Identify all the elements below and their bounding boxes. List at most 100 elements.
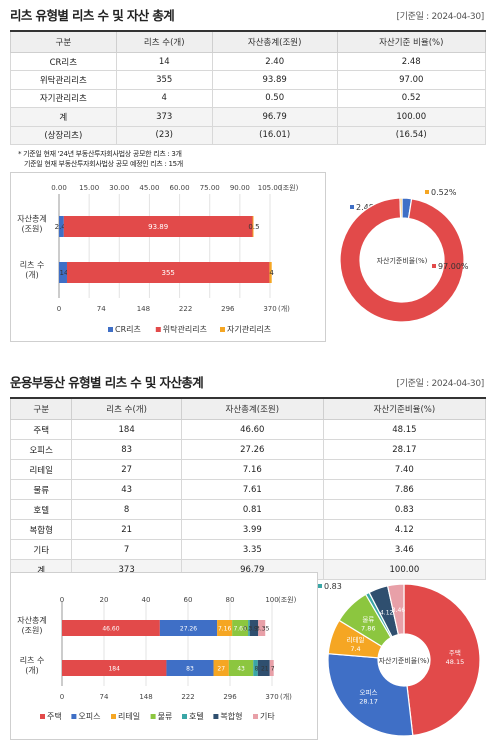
data-label: 7 (271, 666, 275, 673)
table-cell: 27.26 (180, 439, 324, 460)
bar-segment-주택 (62, 620, 160, 636)
bar-segment-위탁관리리츠 (66, 262, 270, 283)
legend-label: 복합형 (220, 712, 242, 721)
legend-swatch-자기관리리츠 (220, 327, 225, 332)
table-cell: 오피스 (9, 439, 73, 460)
legend-swatch-CR리츠 (108, 327, 113, 332)
note-line: * 기준일 현재 '24년 부동산투자회사법상 공모한 리츠 : 3개 (18, 150, 182, 158)
bar-segment-복합형 (249, 620, 259, 636)
table-cell: 0.83 (322, 499, 487, 520)
table-cell: 8 (71, 499, 182, 520)
slice-label: 3.46 (392, 607, 406, 614)
table-cell: 48.15 (322, 419, 487, 440)
table-cell: 기타 (9, 539, 73, 560)
data-label: 93.89 (148, 223, 168, 231)
chart1-bar-chart: 0.00 15.00 30.00 45.00 60.00 75.00 90.00 105.00… (17, 183, 298, 334)
table-cell: 복합형 (9, 519, 73, 540)
table-cell: (23) (115, 125, 213, 145)
category-label: (개) (25, 665, 39, 675)
donut-slice-오피스 (327, 653, 414, 737)
data-label: 27.26 (180, 626, 197, 633)
chart3-bar-chart: 0 20 40 60 80 100 (조원)0 74 148 222 296 370 (개)자산총계(조… (17, 595, 297, 721)
bar-segment-기타 (258, 620, 266, 636)
table-row: 오피스 83 27.26 28.17 (9, 439, 487, 460)
bar-segment-기타 (269, 660, 274, 676)
bar-segment-호텔 (248, 620, 250, 636)
table-row: CR리츠 14 2.40 2.48 (10, 51, 486, 72)
bottom-axis-tick-label: 222 (179, 305, 192, 313)
top-axis-tick-label: 80 (226, 596, 235, 604)
legend-swatch-오피스 (71, 714, 77, 719)
donut-slice-기타 (386, 583, 405, 636)
legend-label: 리테일 (118, 712, 140, 721)
legend-label: 물류 (158, 712, 173, 721)
table-cell: 355 (115, 70, 213, 90)
bottom-axis-tick-label: 222 (181, 693, 194, 701)
table-cell: (16.01) (211, 125, 338, 145)
slice-name: 주택 (449, 648, 461, 657)
table-cell: 호텔 (9, 499, 73, 520)
legend-label: 기타 (260, 712, 275, 721)
table-cell: 7.86 (322, 479, 487, 500)
table-cell: 자기관리리츠 (10, 88, 117, 109)
legend-label: 호텔 (189, 712, 204, 721)
top-axis-tick-label: 90.00 (230, 184, 250, 192)
category-label: (개) (25, 270, 39, 280)
col-header: 자산기준비율(%) (322, 397, 487, 420)
category-label: (조원) (22, 225, 43, 234)
top-axis-tick-label: 105.00 (258, 184, 283, 192)
table-cell: 100.00 (336, 107, 486, 127)
bar-segment-복합형 (257, 660, 270, 676)
top-axis-unit: (조원) (278, 595, 297, 604)
table-cell: 7 (71, 539, 182, 560)
table-cell: 46.60 (180, 419, 324, 440)
section1-title: 리츠 유형별 리츠 수 및 자산 총계 (10, 8, 175, 23)
slice-label: 28.17 (359, 698, 378, 706)
table-cell: 2.48 (336, 51, 486, 72)
legend-label: CR리츠 (115, 325, 141, 334)
table-cell: 83 (71, 439, 182, 460)
col-header: 자산총계(조원) (211, 30, 338, 53)
legend-swatch-물류 (150, 714, 156, 719)
bottom-axis-unit: (개) (280, 692, 292, 701)
table-cell: 7.16 (180, 459, 324, 480)
bottom-axis-tick-label: 370 (265, 693, 278, 701)
table-row: 리테일 27 7.16 7.40 (9, 459, 487, 480)
top-axis-tick-label: 30.00 (109, 184, 129, 192)
donut-center-label: 자산기준비율(%) (377, 256, 428, 265)
top-axis-tick-label: 40 (142, 596, 151, 604)
bottom-axis-tick-label: 370 (263, 305, 276, 313)
table-cell: 100.00 (322, 559, 487, 580)
category-label: 리츠 수 (20, 261, 45, 270)
label-marker (425, 190, 429, 194)
table-cell: (16.54) (336, 125, 486, 145)
table-cell: 0.50 (211, 88, 338, 109)
data-label: 0.5 (248, 223, 259, 231)
table-cell: 14 (115, 51, 213, 72)
slice-label: 4.12 (380, 610, 394, 617)
bottom-axis-tick-label: 296 (223, 693, 237, 701)
slice-label: 0.52% (431, 188, 457, 197)
chart3-panel (10, 572, 318, 740)
slice-label: 0.83 (324, 582, 342, 591)
table-cell: 3.35 (180, 539, 324, 560)
section1-date: [기준일 : 2024-04-30] (396, 12, 484, 22)
donut-slice-자기관리리츠 (399, 197, 403, 219)
col-header: 구분 (9, 397, 73, 420)
col-header: 리츠 수(개) (71, 397, 182, 420)
bottom-axis-unit: (개) (278, 304, 290, 313)
data-label: 2.40 (55, 223, 71, 231)
bar-segment-리테일 (217, 620, 233, 636)
section2-table: 구분 리츠 수(개) 자산총계(조원) 자산기준비율(%) 주택 184 46.… (9, 397, 487, 580)
table-cell: 28.17 (322, 439, 487, 460)
data-label: 27 (217, 666, 225, 673)
top-axis-tick-label: 15.00 (79, 184, 99, 192)
col-header: 리츠 수(개) (115, 30, 213, 53)
legend-swatch-리테일 (111, 714, 116, 719)
top-axis-tick-label: 100 (265, 596, 278, 604)
legend-swatch-복합형 (213, 714, 219, 719)
table-cell: 184 (71, 419, 182, 440)
table-cell: 21 (71, 519, 182, 540)
slice-label: 7.86 (361, 625, 375, 633)
